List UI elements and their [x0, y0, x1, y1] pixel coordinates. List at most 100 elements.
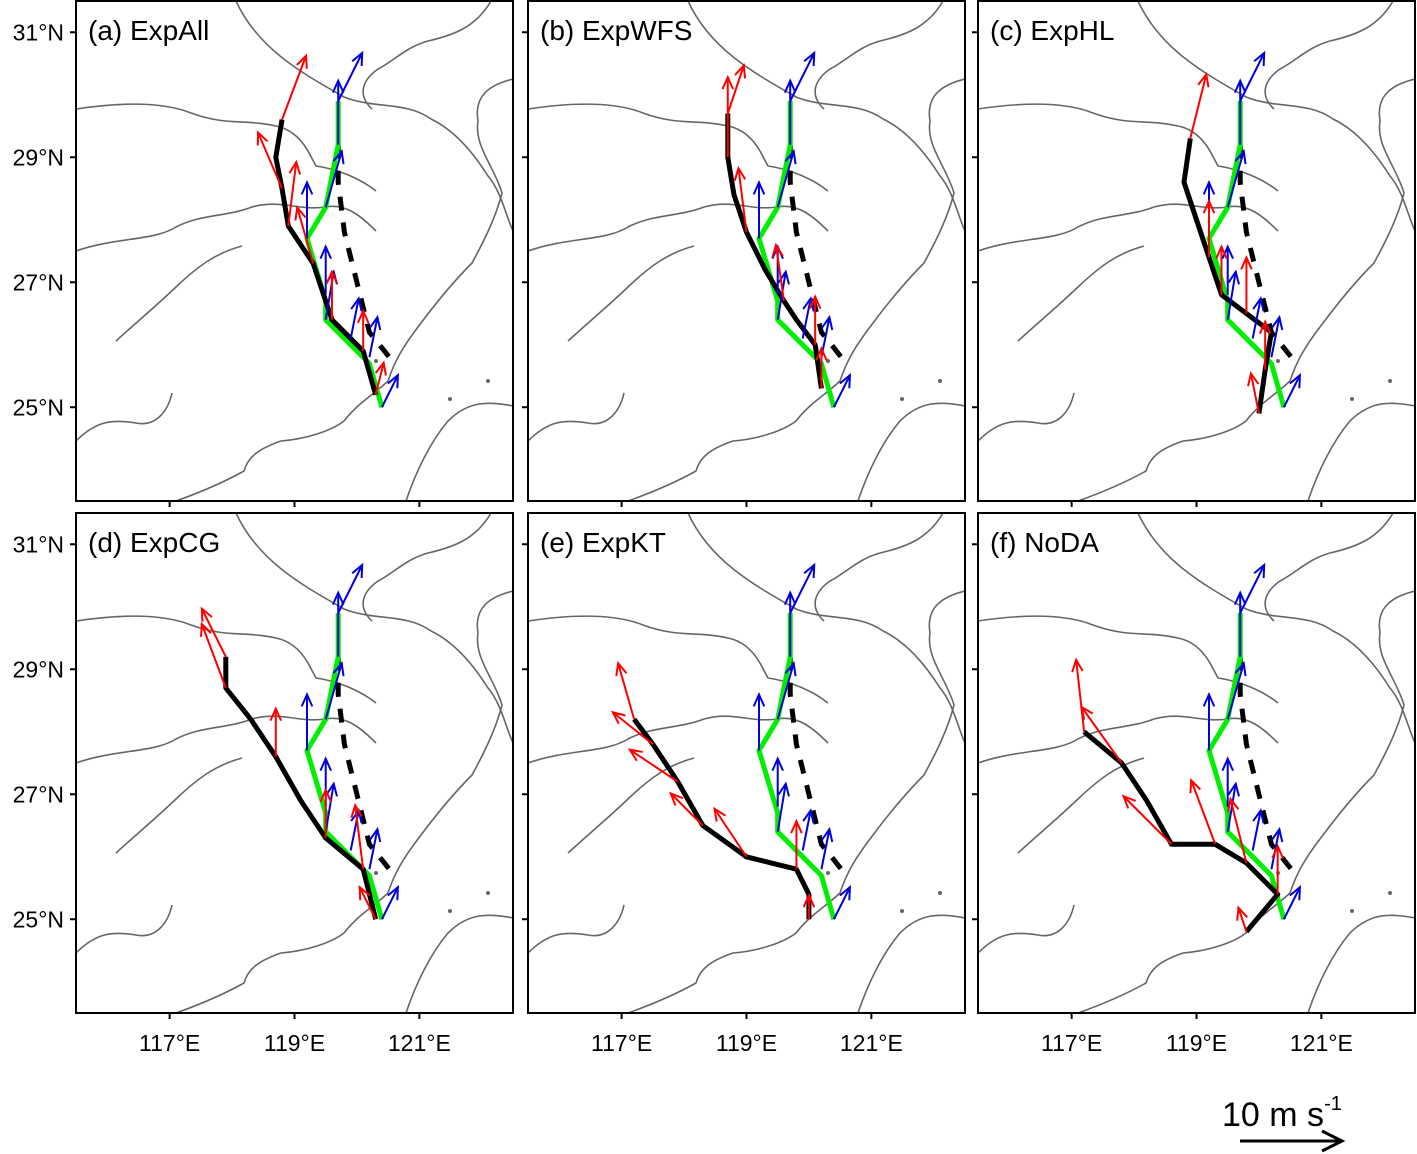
simulated-motion-vector: [350, 802, 365, 870]
observed-motion-vector: [1239, 50, 1266, 102]
observed-motion-vector: [1239, 562, 1266, 614]
observed-motion-vector: [1283, 373, 1301, 408]
scale-legend: 10 m s-1: [1222, 1093, 1346, 1153]
simulated-motion-vector: [356, 308, 370, 351]
map-area: [978, 1, 1415, 501]
observed-motion-vector: [783, 78, 797, 145]
lon-tick-label: 117°E: [1041, 1030, 1102, 1056]
observed-motion-vector: [1233, 590, 1247, 657]
panel-title: (f) NoDA: [990, 527, 1099, 558]
panel-title: (b) ExpWFS: [540, 15, 692, 46]
observed-motion-vector: [368, 314, 382, 358]
observed-motion-vector: [771, 756, 784, 807]
simulated-motion-vector: [1189, 777, 1217, 845]
simulated-motion-vector: [1240, 255, 1253, 314]
observed-motion-vector: [381, 373, 399, 408]
observed-dashed-track: [1237, 144, 1299, 366]
observed-motion-vector: [331, 590, 345, 657]
observed-dashed-track: [1237, 656, 1299, 878]
simulated-track: [223, 656, 379, 920]
panel-title: (a) ExpAll: [88, 15, 209, 46]
observed-motion-vector: [801, 296, 815, 339]
scale-value: 10: [1222, 1096, 1260, 1134]
scale-unit: m s: [1269, 1096, 1324, 1134]
observed-motion-vector: [752, 692, 766, 751]
observed-motion-vector: [789, 562, 816, 614]
observed-motion-vector: [1251, 808, 1265, 851]
lat-tick-label: 25°N: [13, 394, 64, 420]
lon-tick-label: 119°E: [264, 1030, 325, 1056]
observed-dashed-track: [787, 656, 849, 878]
lat-tick-label: 29°N: [13, 144, 64, 170]
scale-arrow-head: [1321, 1129, 1346, 1153]
observed-motion-vector: [331, 78, 345, 145]
observed-motion-vector: [783, 590, 797, 657]
coastline-boundaries: [528, 1, 965, 501]
observed-motion-vector: [319, 244, 332, 295]
observed-motion-vector: [349, 296, 363, 339]
observed-motion-vector: [300, 180, 314, 239]
lon-tick-label: 117°E: [591, 1030, 652, 1056]
lon-tick-label: 121°E: [1290, 1030, 1353, 1056]
coastline-boundaries: [978, 1, 1415, 501]
simulated-motion-vector: [615, 660, 636, 720]
simulated-motion-vector: [627, 748, 679, 783]
observed-motion-vector: [1202, 692, 1216, 751]
simulated-motion-vector: [733, 165, 748, 233]
lon-tick-label: 119°E: [716, 1030, 777, 1056]
observed-motion-vector: [337, 562, 364, 614]
coastline-boundaries: [76, 513, 513, 1013]
simulated-motion-vector: [669, 791, 704, 827]
observed-motion-vector: [776, 148, 797, 208]
simulated-motion-vector: [1258, 319, 1272, 370]
scale-exponent: -1: [1324, 1093, 1342, 1115]
observed-motion-vector: [1226, 148, 1247, 208]
panel-title: (e) ExpKT: [540, 527, 666, 558]
observed-motion-vector: [752, 180, 766, 239]
simulated-motion-vector: [1247, 371, 1260, 414]
observed-motion-vector: [300, 692, 314, 751]
simulated-motion-vector: [269, 706, 282, 757]
observed-motion-vector: [776, 660, 797, 720]
panel-frame: [977, 0, 1416, 502]
observed-motion-vector: [324, 660, 345, 720]
panel-title: (c) ExpHL: [990, 15, 1114, 46]
observed-motion-vector: [324, 781, 338, 832]
observed-motion-vector: [337, 50, 364, 102]
observed-motion-vector: [776, 781, 790, 832]
panel-f: (f) NoDA 117°E 119°E 121°E: [972, 512, 1416, 1056]
simulated-motion-vector: [610, 710, 654, 746]
observed-motion-vector: [324, 148, 345, 208]
coastline-boundaries: [76, 1, 513, 501]
simulated-motion-vector: [1202, 198, 1216, 258]
simulated-motion-vector: [771, 242, 785, 302]
panel-title: (d) ExpCG: [88, 527, 220, 558]
observed-motion-vector: [820, 826, 834, 870]
lat-tick-label: 31°N: [13, 531, 64, 557]
simulated-track: [725, 113, 824, 389]
observed-track: [756, 613, 837, 920]
panel-frame: [977, 512, 1416, 1014]
observed-dashed-track: [335, 656, 397, 878]
simulated-motion-vector: [1271, 843, 1284, 895]
coastline-boundaries: [528, 513, 965, 1013]
lat-tick-label: 31°N: [13, 19, 64, 45]
simulated-motion-vector: [294, 205, 315, 264]
observed-motion-vector: [381, 885, 399, 920]
observed-motion-vector: [789, 50, 816, 102]
lat-tick-label: 29°N: [13, 656, 64, 682]
map-area: [978, 513, 1415, 1013]
simulated-motion-vector: [358, 885, 377, 920]
svg-text:10 m s-1: 10 m s-1: [1222, 1093, 1342, 1134]
observed-motion-vector: [1226, 269, 1240, 320]
panel-b: (b) ExpWFS: [522, 0, 966, 507]
observed-motion-vector: [833, 373, 851, 408]
simulated-motion-vector: [1215, 244, 1228, 295]
lon-tick-label: 117°E: [139, 1030, 200, 1056]
panel-frame: [75, 0, 514, 502]
observed-motion-vector: [1270, 314, 1284, 358]
simulated-motion-vector: [256, 130, 283, 189]
panels-layer: (a) ExpAll 31°N 29°N 27°N 25°N (b) ExpWFS (c) …: [13, 0, 1416, 1056]
simulated-motion-vector: [815, 346, 828, 389]
